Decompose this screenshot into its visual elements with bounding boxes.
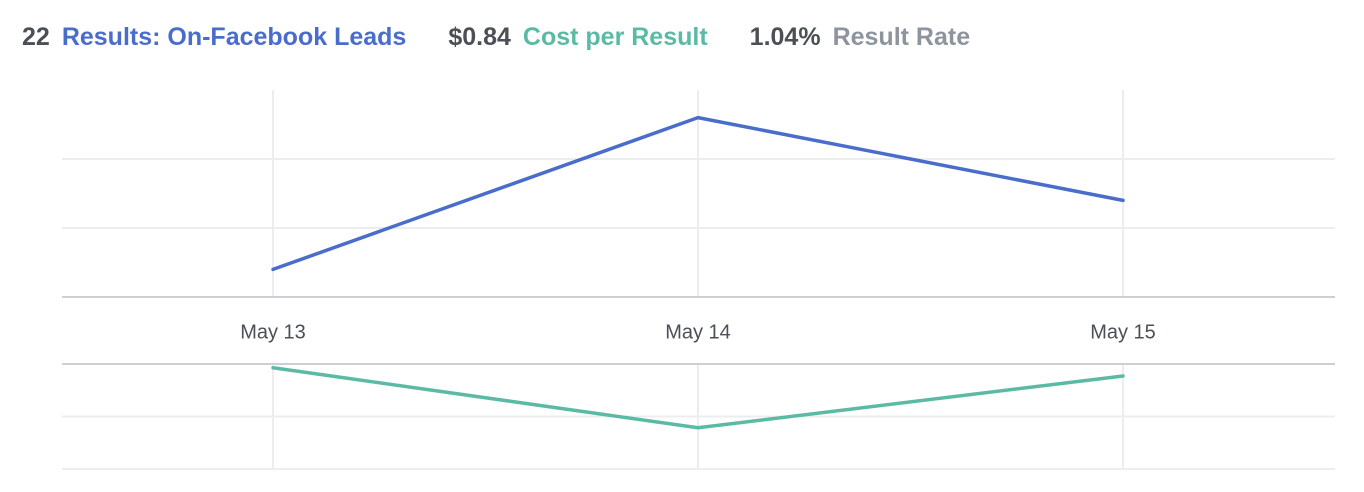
metrics-header: 22 Results: On-Facebook Leads $0.84 Cost… [22,20,1012,54]
x-tick-label: May 15 [1090,321,1156,343]
metric: 1.04% Result Rate [750,23,970,52]
metric: 22 Results: On-Facebook Leads [22,23,406,52]
line [271,366,1125,430]
metric-value: $0.84 [448,22,511,51]
metric: $0.84 Cost per Result [448,23,707,52]
x-tick-label: May 13 [240,321,306,343]
metric-value: 22 [22,22,50,51]
metric-label[interactable]: Results: On-Facebook Leads [61,22,407,51]
metric-label[interactable]: Result Rate [832,22,971,51]
metric-label[interactable]: Cost per Result [522,22,708,51]
line [271,115,1125,272]
x-tick-label: May 14 [665,321,731,343]
metric-value: 1.04% [749,22,821,51]
